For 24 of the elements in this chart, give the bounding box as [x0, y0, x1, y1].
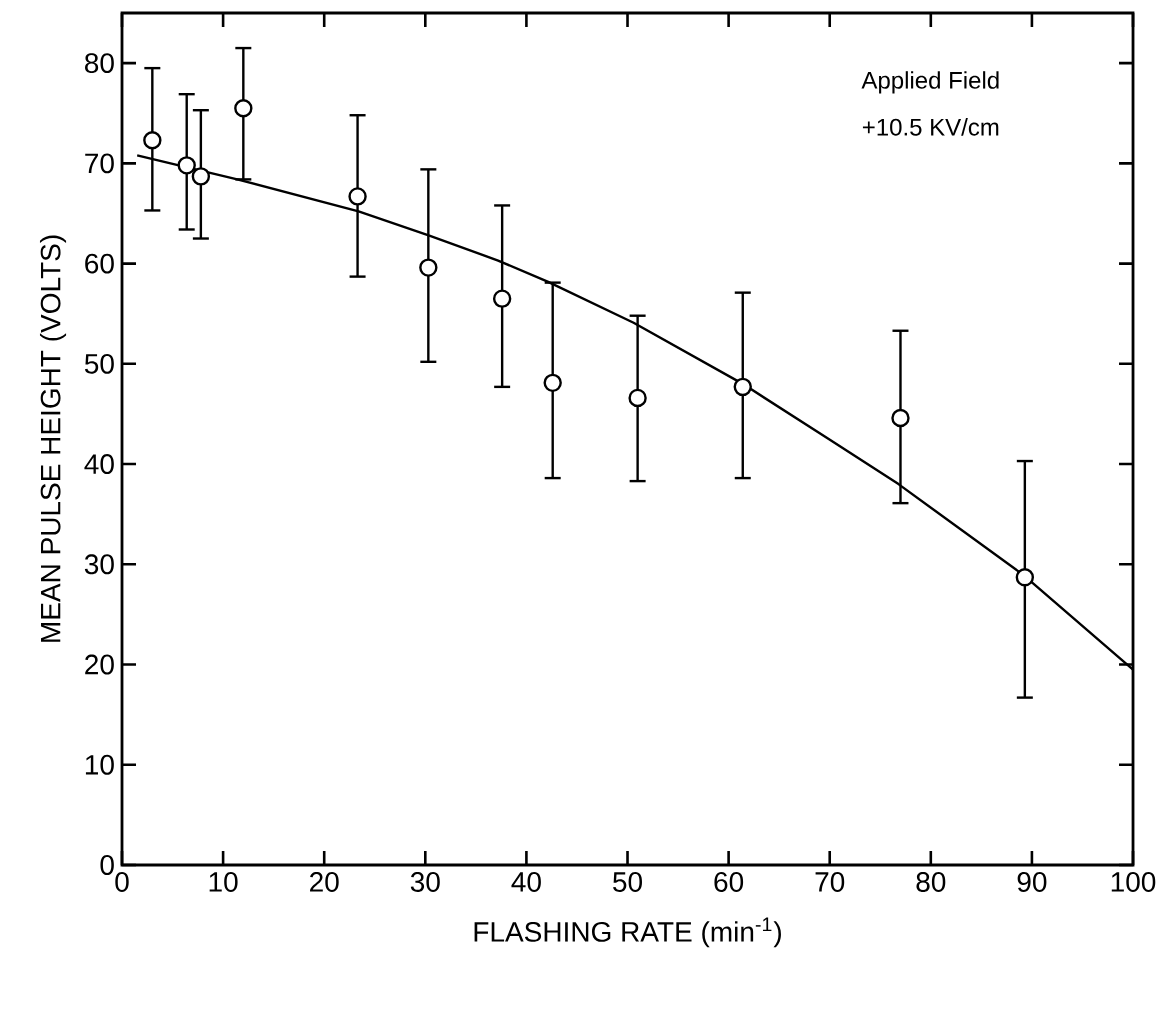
x-tick-label: 80: [916, 872, 946, 892]
y-tick-label: 70: [85, 153, 114, 174]
x-tick-label: 10: [209, 872, 238, 892]
y-tick-label: 30: [84, 554, 114, 575]
annotation: Applied Field: [861, 71, 999, 94]
x-tick-label: 20: [310, 872, 339, 892]
x-tick-label: 60: [714, 872, 744, 892]
x-tick-label: 50: [613, 872, 642, 892]
annotation: +10.5 KV/cm: [862, 118, 999, 136]
x-axis-title: FLASHING RATE (min$^{-1}$): [474, 917, 781, 948]
y-tick-label: 50: [84, 353, 114, 374]
y-tick-label: 40: [84, 454, 114, 474]
y-tick-label: 80: [85, 53, 114, 74]
x-tick-label: 0: [115, 872, 129, 892]
y-tick-label: 60: [85, 253, 114, 274]
x-tick-label: 40: [511, 872, 541, 892]
y-axis-title: MEAN PULSE HEIGHT (VOLTS): [39, 235, 67, 642]
x-tick-label: 30: [410, 872, 440, 892]
y-tick-label: 10: [85, 754, 114, 775]
x-tick-label: 90: [1017, 872, 1047, 892]
x-tick-label: 70: [815, 872, 845, 892]
x-tick-label: 100: [1111, 872, 1156, 892]
y-tick-label: 0: [100, 855, 114, 875]
y-tick-label: 20: [85, 654, 114, 675]
